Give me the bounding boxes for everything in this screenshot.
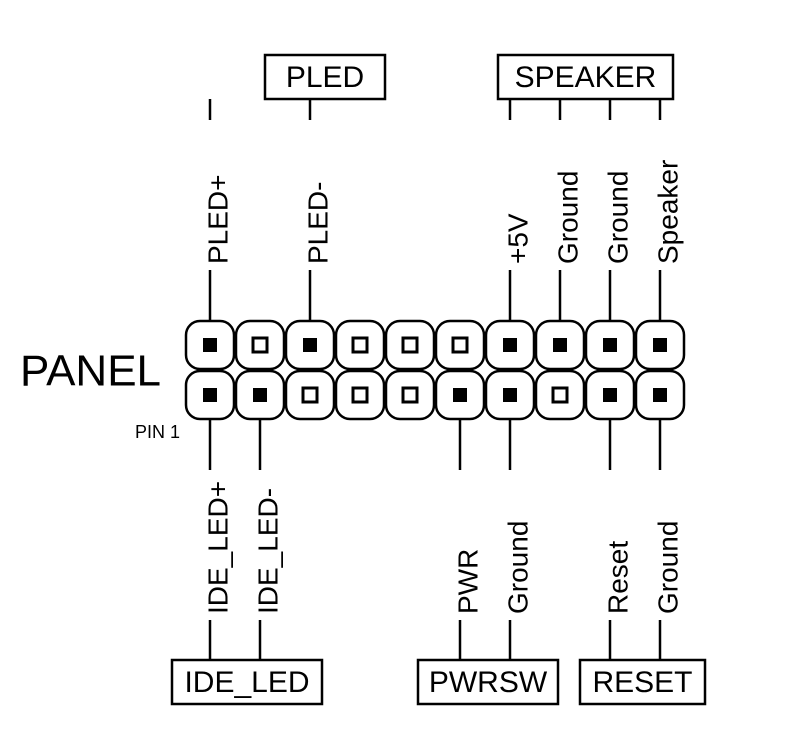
top-signal-2: PLED- [302,182,333,264]
pin-cell-top-4 [386,321,434,369]
pin-marker-bot-1 [253,388,267,402]
pin-cell-bot-3 [336,371,384,419]
pin-marker-bot-2 [303,388,317,402]
pin-marker-bot-5 [453,388,467,402]
bot-signal-1: IDE_LED- [252,488,283,614]
pin-marker-bot-9 [653,388,667,402]
bot-signal-0: IDE_LED+ [202,481,233,614]
pin-cell-bot-2 [286,371,334,419]
header-label-IDE_LED: IDE_LED [184,666,309,699]
pin-cell-top-5 [436,321,484,369]
pin-marker-top-6 [503,338,517,352]
pin-marker-top-9 [653,338,667,352]
pin-marker-bot-7 [553,388,567,402]
top-signal-0: PLED+ [202,175,233,265]
pin1-label: PIN 1 [135,422,180,442]
pin-marker-top-4 [403,338,417,352]
top-signal-9: Speaker [652,160,683,264]
pin-cell-bot-7 [536,371,584,419]
panel-label: PANEL [20,347,161,396]
top-signal-7: Ground [552,171,583,264]
pin-cell-bot-4 [386,371,434,419]
bot-signal-6: Ground [502,521,533,614]
pin-marker-top-5 [453,338,467,352]
pin-marker-bot-6 [503,388,517,402]
bot-signal-8: Reset [602,541,633,614]
pin-marker-bot-4 [403,388,417,402]
header-label-PWRSW: PWRSW [429,666,548,699]
pin-marker-top-2 [303,338,317,352]
bot-signal-5: PWR [452,549,483,614]
pin-marker-bot-0 [203,388,217,402]
header-label-RESET: RESET [592,666,692,699]
top-signal-8: Ground [602,171,633,264]
bot-signal-9: Ground [652,521,683,614]
header-label-SPEAKER: SPEAKER [515,61,657,94]
pin-marker-top-1 [253,338,267,352]
header-label-PLED: PLED [286,61,364,94]
top-signal-6: +5V [502,213,533,264]
pin-marker-top-3 [353,338,367,352]
pin-marker-top-8 [603,338,617,352]
pin-marker-top-0 [203,338,217,352]
pin-marker-bot-3 [353,388,367,402]
pin-cell-top-1 [236,321,284,369]
pin-marker-top-7 [553,338,567,352]
pin-marker-bot-8 [603,388,617,402]
panel-pinout-diagram: PANEL PIN 1 PLED+ PLED- +5V Ground Ground Speak… [0,0,800,744]
pin-cell-top-3 [336,321,384,369]
